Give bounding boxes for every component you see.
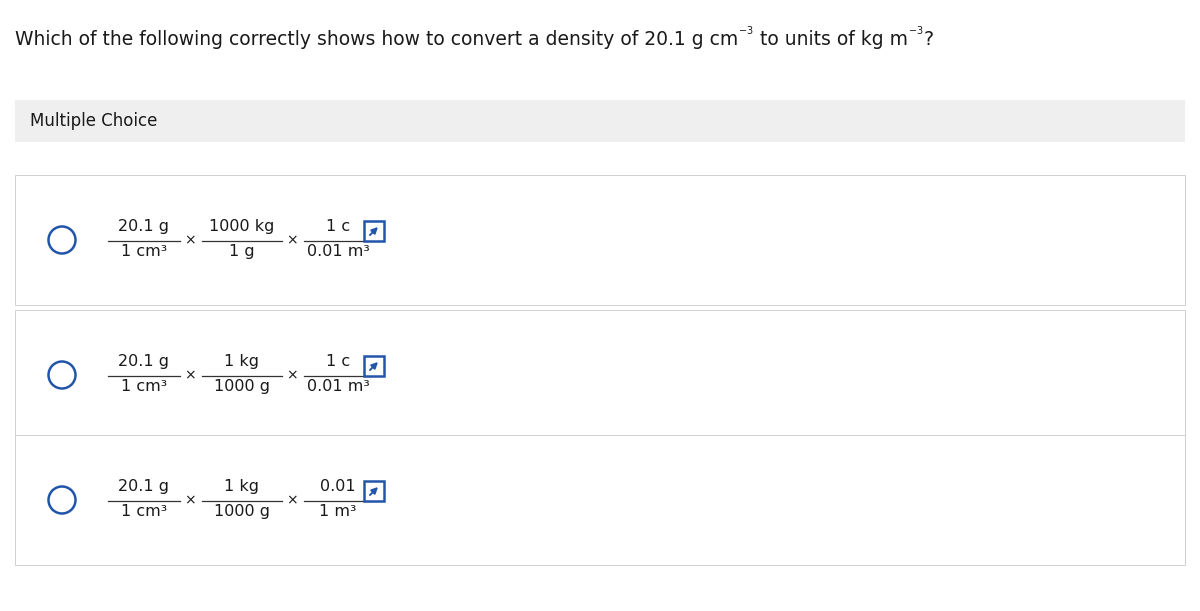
Text: ×: ×: [184, 368, 196, 382]
Text: $^{-3}$: $^{-3}$: [908, 26, 924, 40]
Text: ×: ×: [286, 368, 298, 382]
FancyBboxPatch shape: [14, 175, 1186, 305]
Text: 0.01 m³: 0.01 m³: [306, 244, 370, 259]
FancyBboxPatch shape: [14, 435, 1186, 565]
Text: 1 cm³: 1 cm³: [121, 504, 167, 519]
Text: 1 m³: 1 m³: [319, 504, 356, 519]
Text: 1 cm³: 1 cm³: [121, 244, 167, 259]
FancyBboxPatch shape: [364, 481, 384, 501]
Text: 1 kg: 1 kg: [224, 354, 259, 369]
Text: 1000 g: 1000 g: [214, 379, 270, 394]
Text: Multiple Choice: Multiple Choice: [30, 112, 157, 130]
FancyBboxPatch shape: [14, 310, 1186, 440]
FancyBboxPatch shape: [14, 100, 1186, 142]
Text: 1 g: 1 g: [229, 244, 254, 259]
Text: 20.1 g: 20.1 g: [119, 354, 169, 369]
Text: 1000 kg: 1000 kg: [209, 219, 275, 234]
Text: ?: ?: [924, 30, 934, 49]
Text: ×: ×: [286, 233, 298, 247]
Text: to units of kg m: to units of kg m: [754, 30, 908, 49]
Text: 1 kg: 1 kg: [224, 479, 259, 494]
Text: ×: ×: [184, 493, 196, 507]
Text: 1000 g: 1000 g: [214, 504, 270, 519]
Text: $^{-3}$: $^{-3}$: [738, 26, 754, 40]
FancyBboxPatch shape: [364, 356, 384, 376]
Text: 1 c: 1 c: [326, 354, 350, 369]
Text: 1 cm³: 1 cm³: [121, 379, 167, 394]
Text: 20.1 g: 20.1 g: [119, 219, 169, 234]
FancyBboxPatch shape: [364, 221, 384, 241]
Text: 0.01 m³: 0.01 m³: [306, 379, 370, 394]
Text: 20.1 g: 20.1 g: [119, 479, 169, 494]
Text: Which of the following correctly shows how to convert a density of 20.1 g cm: Which of the following correctly shows h…: [14, 30, 738, 49]
Text: ×: ×: [286, 493, 298, 507]
Text: ×: ×: [184, 233, 196, 247]
Text: 0.01: 0.01: [320, 479, 356, 494]
Text: 1 c: 1 c: [326, 219, 350, 234]
